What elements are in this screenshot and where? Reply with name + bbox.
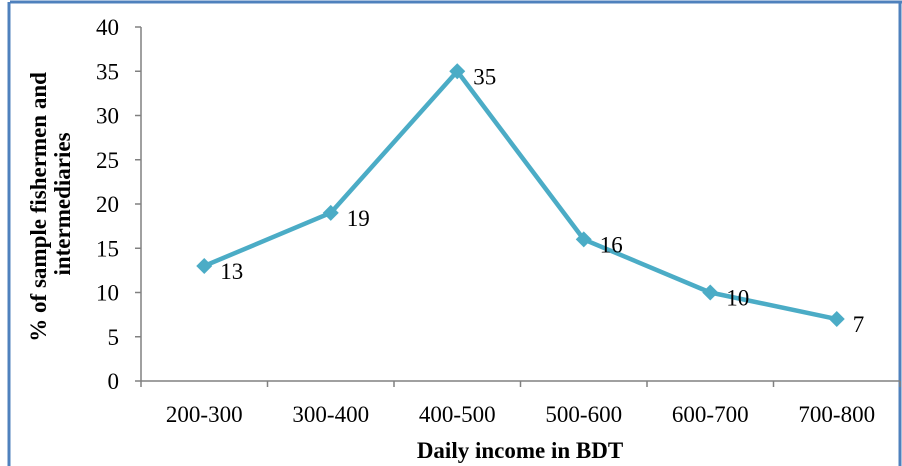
data-point-marker xyxy=(575,231,592,248)
y-tick-label: 0 xyxy=(108,369,120,394)
x-tick-label: 400-500 xyxy=(419,402,496,427)
data-point-marker xyxy=(828,311,845,328)
x-axis-ticks: 200-300 300-400 400-500 500-600 600-700 700-8… xyxy=(140,381,901,427)
data-labels: 13 19 35 16 10 7 xyxy=(220,64,864,337)
y-axis-title-line-2: intermediaries xyxy=(50,132,75,275)
x-tick-label: 200-300 xyxy=(166,402,243,427)
y-axis-title: % of sample fishermen and intermediaries xyxy=(26,66,75,341)
data-label: 10 xyxy=(726,286,749,311)
x-tick-label: 300-400 xyxy=(292,402,369,427)
y-tick-label: 30 xyxy=(96,104,119,129)
y-tick-label: 40 xyxy=(96,15,119,40)
data-label: 19 xyxy=(347,206,370,231)
data-label: 16 xyxy=(600,232,623,257)
data-point-marker xyxy=(449,63,466,80)
y-axis-title-line-1: % of sample fishermen and xyxy=(26,72,51,342)
y-tick-label: 35 xyxy=(96,59,119,84)
y-tick-label: 10 xyxy=(96,281,119,306)
data-point-marker xyxy=(702,284,719,301)
data-label: 35 xyxy=(473,64,496,89)
data-point-marker xyxy=(322,204,339,221)
y-tick-label: 15 xyxy=(96,236,119,261)
data-point-marker xyxy=(196,257,213,274)
y-axis-ticks: 0 5 10 15 20 25 30 35 40 xyxy=(96,15,141,394)
x-tick-label: 700-800 xyxy=(798,402,875,427)
data-label: 7 xyxy=(853,312,865,337)
data-label: 13 xyxy=(220,259,243,284)
y-tick-label: 5 xyxy=(108,325,120,350)
x-axis-title: Daily income in BDT xyxy=(417,438,623,463)
series-group xyxy=(196,63,845,328)
y-tick-label: 20 xyxy=(96,192,119,217)
x-tick-label: 600-700 xyxy=(672,402,749,427)
series-line xyxy=(203,69,838,322)
y-tick-label: 25 xyxy=(96,148,119,173)
x-tick-label: 500-600 xyxy=(545,402,622,427)
